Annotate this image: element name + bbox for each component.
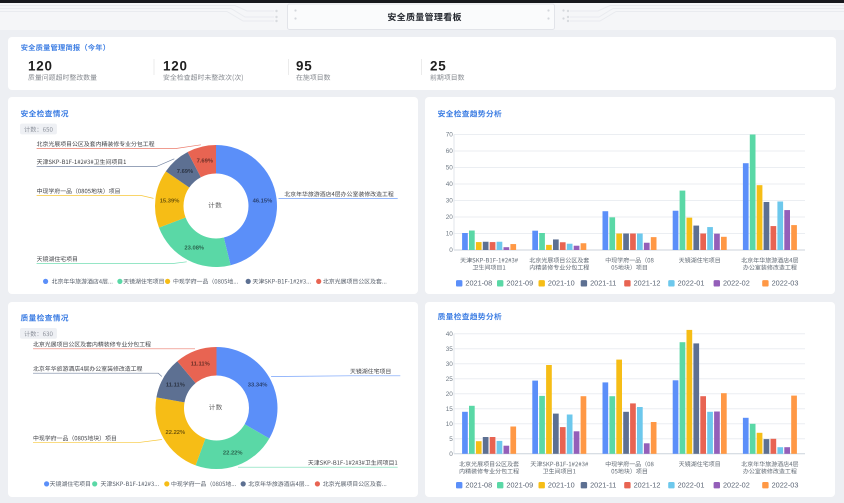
svg-text:120: 120 xyxy=(28,58,53,73)
svg-text:40: 40 xyxy=(446,181,454,188)
svg-text:2021-11: 2021-11 xyxy=(590,481,616,490)
svg-text:2022-03: 2022-03 xyxy=(772,279,799,288)
svg-text:20: 20 xyxy=(446,214,454,221)
svg-text:60: 60 xyxy=(446,148,454,155)
svg-text:11.11%: 11.11% xyxy=(191,361,210,367)
svg-text:2022-01: 2022-01 xyxy=(678,279,705,288)
svg-text:70: 70 xyxy=(446,132,454,139)
svg-text:2021-11: 2021-11 xyxy=(590,279,616,288)
svg-text:2021-09: 2021-09 xyxy=(506,279,533,288)
svg-text:95: 95 xyxy=(296,58,313,73)
svg-text:33.34%: 33.34% xyxy=(248,382,268,388)
svg-text:10: 10 xyxy=(446,231,454,238)
svg-text:7.69%: 7.69% xyxy=(197,159,213,165)
svg-text:2021-08: 2021-08 xyxy=(465,481,492,490)
svg-text:10: 10 xyxy=(446,421,454,428)
svg-text:50: 50 xyxy=(446,165,454,172)
svg-text:20: 20 xyxy=(446,391,454,398)
svg-text:2022-02: 2022-02 xyxy=(723,481,750,490)
svg-text:2021-10: 2021-10 xyxy=(548,481,575,490)
svg-text:30: 30 xyxy=(446,198,454,205)
svg-text:2022-01: 2022-01 xyxy=(678,481,705,490)
svg-text:46.15%: 46.15% xyxy=(253,198,273,204)
svg-text:2022-03: 2022-03 xyxy=(772,481,799,490)
svg-text:30: 30 xyxy=(446,361,454,368)
svg-text:25: 25 xyxy=(446,376,454,383)
svg-text:2021-12: 2021-12 xyxy=(634,279,661,288)
svg-text:2021-12: 2021-12 xyxy=(634,481,661,490)
svg-text:40: 40 xyxy=(446,331,454,338)
svg-text:2022-02: 2022-02 xyxy=(723,279,750,288)
svg-text:2021-08: 2021-08 xyxy=(465,279,492,288)
svg-text:23.08%: 23.08% xyxy=(184,246,204,252)
svg-text:11.11%: 11.11% xyxy=(166,382,185,388)
svg-text:0: 0 xyxy=(449,247,453,254)
svg-text:120: 120 xyxy=(163,58,188,73)
svg-text:15.39%: 15.39% xyxy=(160,198,180,204)
svg-text:15: 15 xyxy=(446,406,454,413)
svg-text:5: 5 xyxy=(449,436,453,443)
svg-text:35: 35 xyxy=(446,346,454,353)
svg-text:2021-09: 2021-09 xyxy=(506,481,533,490)
svg-text:25: 25 xyxy=(430,58,447,73)
svg-text:2021-10: 2021-10 xyxy=(548,279,575,288)
svg-text:0: 0 xyxy=(449,451,453,458)
svg-text:22.22%: 22.22% xyxy=(166,430,186,436)
svg-text:7.69%: 7.69% xyxy=(177,169,193,175)
svg-text:22.22%: 22.22% xyxy=(223,451,243,457)
